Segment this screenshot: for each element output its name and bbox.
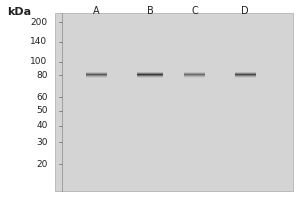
Text: 80: 80: [36, 71, 47, 80]
Bar: [136, 74, 164, 75]
Bar: [136, 72, 164, 73]
Bar: [86, 76, 107, 77]
Bar: [86, 75, 107, 76]
Text: kDa: kDa: [7, 7, 31, 17]
Text: 200: 200: [30, 18, 47, 27]
Bar: [184, 77, 205, 78]
Text: 50: 50: [36, 106, 47, 115]
Bar: [86, 74, 107, 75]
Bar: [136, 73, 164, 74]
Bar: [184, 74, 205, 75]
Text: D: D: [241, 6, 249, 16]
Text: 30: 30: [36, 138, 47, 147]
Text: A: A: [93, 6, 100, 16]
Bar: [86, 77, 107, 78]
Bar: [86, 72, 107, 73]
Bar: [136, 76, 164, 77]
Text: 60: 60: [36, 93, 47, 102]
Bar: [235, 76, 256, 77]
Text: C: C: [191, 6, 198, 16]
Bar: [235, 77, 256, 78]
Bar: [235, 72, 256, 73]
Bar: [235, 75, 256, 76]
Bar: [55, 13, 293, 191]
Bar: [86, 73, 107, 74]
Bar: [184, 76, 205, 77]
Bar: [235, 73, 256, 74]
Bar: [184, 75, 205, 76]
Bar: [184, 72, 205, 73]
Text: B: B: [147, 6, 153, 16]
Text: 100: 100: [30, 57, 47, 66]
Text: 40: 40: [36, 121, 47, 130]
Text: 20: 20: [36, 160, 47, 169]
Bar: [184, 73, 205, 74]
Text: 140: 140: [30, 37, 47, 46]
Bar: [235, 74, 256, 75]
Bar: [136, 75, 164, 76]
Bar: [136, 77, 164, 78]
